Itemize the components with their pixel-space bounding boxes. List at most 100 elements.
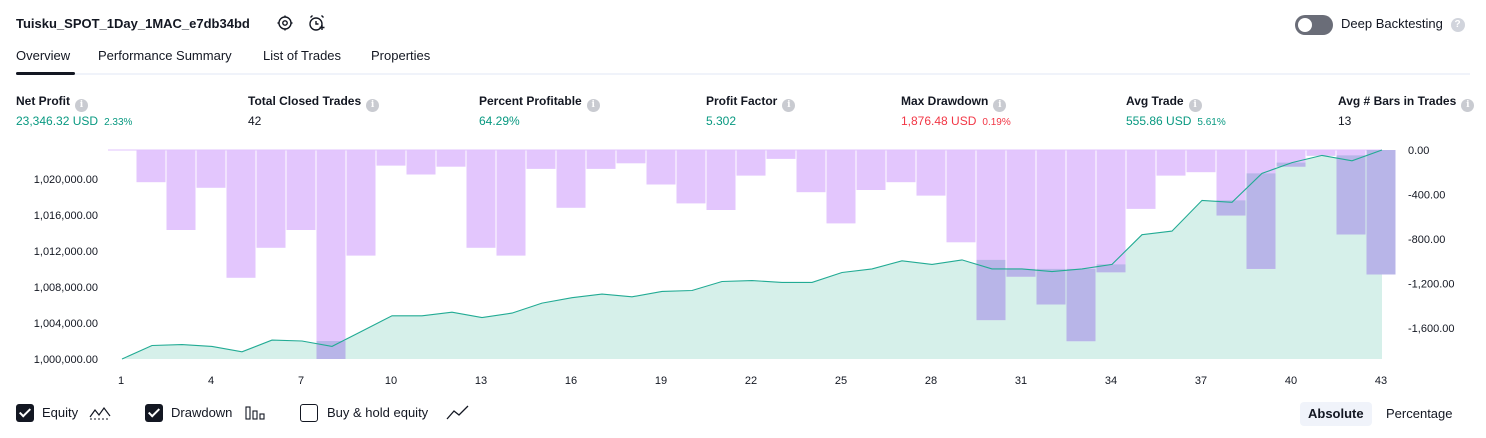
info-icon[interactable]: i: [586, 99, 600, 112]
x-axis-tick-label: 13: [475, 375, 487, 387]
drawdown-bar: [586, 150, 616, 169]
left-axis-tick-label: 1,008,000.00: [34, 282, 98, 294]
avg-bars-label-text: Avg # Bars in Trades: [1338, 94, 1457, 108]
drawdown-bar-overlap: [1246, 173, 1276, 269]
drawdown-bar-overlap: [1336, 155, 1366, 235]
tab-properties[interactable]: Properties: [371, 48, 431, 63]
settings-gear-icon[interactable]: [275, 13, 295, 33]
avg-trade-label-text: Avg Trade: [1126, 94, 1184, 108]
avg-bars-label: Avg # Bars in Trades i: [1338, 94, 1475, 112]
drawdown-bar: [1096, 150, 1126, 273]
drawdown-bar-overlap: [1066, 268, 1096, 342]
x-axis-tick-label: 16: [565, 375, 577, 387]
drawdown-bar: [556, 150, 586, 208]
info-icon[interactable]: i: [1188, 99, 1202, 112]
drawdown-bar: [1006, 150, 1036, 277]
deep-backtesting-text: Deep Backtesting: [1341, 16, 1443, 31]
drawdown-bar: [346, 150, 376, 256]
x-axis-tick-label: 31: [1015, 375, 1027, 387]
total-closed-trades-label-text: Total Closed Trades: [248, 94, 362, 108]
drawdown-bar-overlap: [1366, 150, 1396, 275]
max-drawdown-value: 1,876.48 USD 0.19%: [901, 114, 1011, 128]
info-icon[interactable]: i: [1461, 99, 1475, 112]
drawdown-bar: [766, 150, 796, 159]
equity-line: [121, 149, 1383, 360]
net-profit-value: 23,346.32 USD 2.33%: [16, 114, 132, 128]
avg-bars-value: 13: [1338, 114, 1352, 128]
drawdown-checkbox[interactable]: [145, 404, 163, 422]
left-axis-tick-label: 1,004,000.00: [34, 318, 98, 330]
drawdown-bar-overlap: [1006, 268, 1036, 277]
deep-backtesting-toggle[interactable]: [1295, 15, 1333, 35]
drawdown-bar: [136, 150, 166, 183]
drawdown-bar: [796, 150, 826, 193]
tab-performance-summary[interactable]: Performance Summary: [98, 48, 232, 63]
absolute-button[interactable]: Absolute: [1300, 402, 1372, 426]
profit-factor-label: Profit Factor i: [706, 94, 796, 112]
add-alert-icon[interactable]: [307, 13, 327, 33]
drawdown-bar: [826, 150, 856, 224]
profit-factor-label-text: Profit Factor: [706, 94, 778, 108]
drawdown-bar: [226, 150, 256, 278]
net-profit-amount: 23,346.32 USD: [16, 114, 99, 128]
drawdown-bar: [1156, 150, 1186, 176]
drawdown-bar: [256, 150, 286, 248]
drawdown-legend-label: Drawdown: [171, 405, 233, 420]
info-icon[interactable]: i: [782, 99, 796, 112]
drawdown-bar: [406, 150, 436, 175]
right-axis-tick-label: -800.00: [1408, 234, 1445, 246]
deep-backtesting-label: Deep Backtesting ?: [1341, 16, 1465, 32]
tab-overview[interactable]: Overview: [16, 48, 71, 63]
drawdown-bar-overlap: [316, 341, 346, 359]
drawdown-bar: [496, 150, 526, 256]
avg-trade-value: 555.86 USD 5.61%: [1126, 114, 1226, 128]
x-axis-tick-label: 43: [1375, 375, 1387, 387]
x-axis-tick-label: 19: [655, 375, 667, 387]
help-icon[interactable]: ?: [1450, 17, 1465, 32]
drawdown-bar: [166, 150, 196, 230]
percent-profitable-label-text: Percent Profitable: [479, 94, 582, 108]
right-axis-tick-label: 0.00: [1408, 145, 1429, 157]
drawdown-bar: [946, 150, 976, 243]
drawdown-bar: [706, 150, 736, 210]
drawdown-icon: [245, 406, 265, 420]
drawdown-bar: [616, 150, 646, 164]
percent-profitable-label: Percent Profitable i: [479, 94, 600, 112]
x-axis-tick-label: 10: [385, 375, 397, 387]
x-axis-tick-label: 25: [835, 375, 847, 387]
info-icon[interactable]: i: [366, 99, 380, 112]
drawdown-bar: [1186, 150, 1216, 173]
percentage-button[interactable]: Percentage: [1386, 406, 1453, 421]
tabs-divider: [16, 73, 1470, 75]
equity-icon: [89, 406, 111, 420]
buy-hold-checkbox[interactable]: [300, 404, 318, 422]
x-axis-tick-label: 37: [1195, 375, 1207, 387]
drawdown-bar: [436, 150, 466, 167]
drawdown-bar-overlap: [1096, 264, 1126, 273]
equity-checkbox[interactable]: [16, 404, 34, 422]
max-drawdown-label: Max Drawdown i: [901, 94, 1007, 112]
drawdown-bar: [196, 150, 226, 188]
drawdown-bar: [856, 150, 886, 190]
right-axis-tick-label: -1,200.00: [1408, 278, 1454, 290]
tab-list-of-trades[interactable]: List of Trades: [263, 48, 342, 63]
net-profit-label: Net Profit i: [16, 94, 88, 112]
equity-legend-label: Equity: [42, 405, 79, 420]
max-drawdown-amount: 1,876.48 USD: [901, 114, 977, 128]
x-axis-tick-label: 7: [298, 375, 304, 387]
left-axis-tick-label: 1,016,000.00: [34, 210, 98, 222]
left-axis-tick-label: 1,012,000.00: [34, 246, 98, 258]
net-profit-label-text: Net Profit: [16, 94, 70, 108]
info-icon[interactable]: i: [75, 99, 88, 112]
strategy-title: Tuisku_SPOT_1Day_1MAC_e7db34bd: [16, 16, 250, 31]
drawdown-bar-overlap: [1216, 200, 1246, 216]
drawdown-bar: [316, 150, 346, 359]
max-drawdown-percent: 0.19%: [982, 117, 1011, 128]
info-icon[interactable]: i: [993, 99, 1007, 112]
drawdown-bar: [646, 150, 676, 185]
x-axis-tick-label: 40: [1285, 375, 1297, 387]
drawdown-bar: [526, 150, 556, 169]
x-axis-tick-label: 22: [745, 375, 757, 387]
total-closed-trades-value: 42: [248, 114, 262, 128]
equity-drawdown-chart[interactable]: 1,000,000.00 1,004,000.00 1,008,000.00 1,01…: [0, 140, 1486, 400]
